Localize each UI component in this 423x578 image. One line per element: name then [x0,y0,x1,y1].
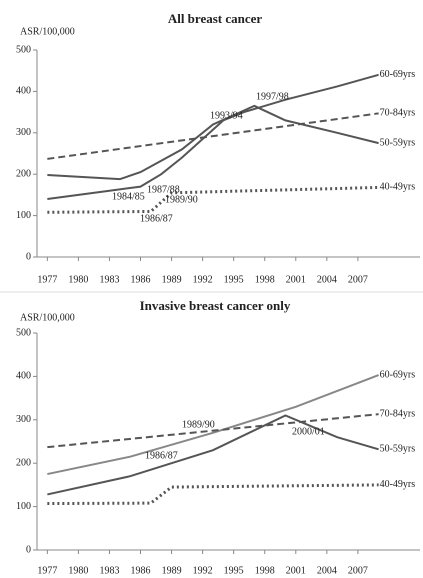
x-tick-label: 1995 [224,565,244,576]
series-label: 70-84yrs [380,408,416,419]
annotation: 1986/87 [145,450,178,461]
chart-title: Invasive breast cancer only [140,298,291,313]
x-tick-label: 2004 [317,274,337,285]
x-tick-label: 1980 [68,565,88,576]
y-tick-label: 100 [16,501,31,512]
y-tick-label: 0 [26,544,31,555]
chart-title: All breast cancer [168,11,263,26]
y-tick-label: 100 [16,210,31,221]
series-line [47,73,379,201]
annotation: 2000/01 [292,426,325,437]
x-tick-label: 2001 [286,565,306,576]
x-tick-label: 2004 [317,565,337,576]
y-tick-label: 200 [16,457,31,468]
x-tick-label: 1983 [99,565,119,576]
x-tick-label: 1977 [37,565,57,576]
x-tick-label: 1989 [162,274,182,285]
x-tick-label: 1977 [37,274,57,285]
series-label: 60-69yrs [380,69,416,80]
annotation: 1997/98 [256,91,289,102]
y-tick-label: 200 [16,168,31,179]
series-line [47,483,379,506]
series-label: 40-49yrs [380,182,416,193]
x-tick-label: 1998 [255,274,275,285]
y-tick-label: 400 [16,86,31,97]
series-line [47,112,379,160]
series-label: 40-49yrs [380,479,416,490]
x-tick-label: 2001 [286,274,306,285]
x-tick-label: 1983 [99,274,119,285]
x-tick-label: 1986 [131,274,151,285]
annotation: 1986/87 [140,213,173,224]
y-tick-label: 500 [16,327,31,338]
series-label: 70-84yrs [380,108,416,119]
series-line [47,104,379,181]
series-line [47,374,379,476]
series-label: 60-69yrs [380,369,416,380]
y-tick-label: 300 [16,127,31,138]
y-axis-label: ASR/100,000 [20,26,75,37]
y-tick-label: 0 [26,251,31,262]
y-tick-label: 400 [16,371,31,382]
x-tick-label: 1980 [68,274,88,285]
series-label: 50-59yrs [380,444,416,455]
x-tick-label: 1992 [193,274,213,285]
x-tick-label: 2007 [348,274,368,285]
annotation: 1984/85 [112,191,145,202]
x-tick-label: 2007 [348,565,368,576]
x-tick-label: 1992 [193,565,213,576]
series-line [47,414,379,496]
y-tick-label: 300 [16,414,31,425]
x-tick-label: 1998 [255,565,275,576]
y-axis-label: ASR/100,000 [20,312,75,323]
annotation: 1993/94 [210,110,243,121]
x-tick-label: 1986 [131,565,151,576]
series-line [47,413,379,449]
annotation: 1989/90 [165,194,198,205]
x-tick-label: 1995 [224,274,244,285]
series-line [47,185,379,214]
series-label: 50-59yrs [380,137,416,148]
y-tick-label: 500 [16,44,31,55]
annotation: 1987/88 [147,184,180,195]
x-tick-label: 1989 [162,565,182,576]
annotation: 1989/90 [182,419,215,430]
